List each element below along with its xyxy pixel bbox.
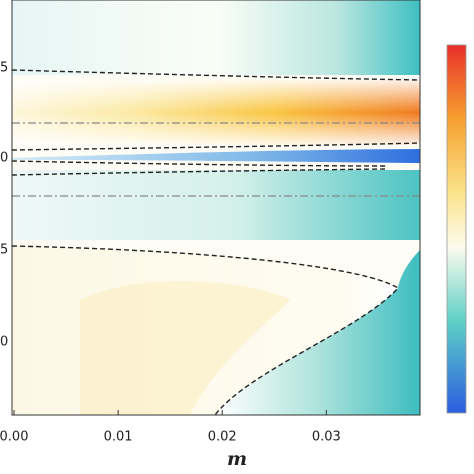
x-tick-label: 0.01 — [104, 430, 133, 445]
colorbar — [446, 44, 467, 414]
x-tick-label: 0.00 — [0, 430, 28, 445]
y-tick-label: 5 — [0, 61, 8, 76]
y-tick-label: 0 — [0, 151, 8, 166]
contour-field — [12, 0, 420, 415]
contour-lines — [11, 69, 421, 416]
y-tick-label: 5 — [0, 243, 8, 258]
x-axis-label: m — [227, 448, 247, 470]
y-tick-label: 0 — [0, 335, 8, 350]
x-tick-label: 0.02 — [208, 430, 237, 445]
reference-lines — [12, 122, 420, 197]
x-tick-label: 0.03 — [312, 430, 341, 445]
plot-frame — [11, 0, 421, 416]
